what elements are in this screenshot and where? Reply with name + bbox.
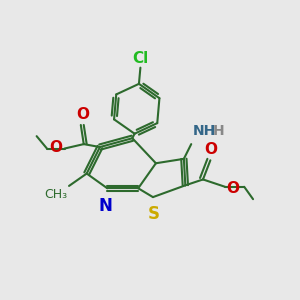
Text: O: O — [49, 140, 62, 155]
Text: NH: NH — [193, 124, 216, 138]
Text: S: S — [148, 206, 160, 224]
Text: Cl: Cl — [132, 51, 148, 66]
Text: O: O — [76, 107, 89, 122]
Text: CH₃: CH₃ — [44, 188, 68, 201]
Text: N: N — [99, 196, 113, 214]
Text: O: O — [204, 142, 217, 158]
Text: H: H — [213, 124, 224, 138]
Text: O: O — [226, 181, 240, 196]
